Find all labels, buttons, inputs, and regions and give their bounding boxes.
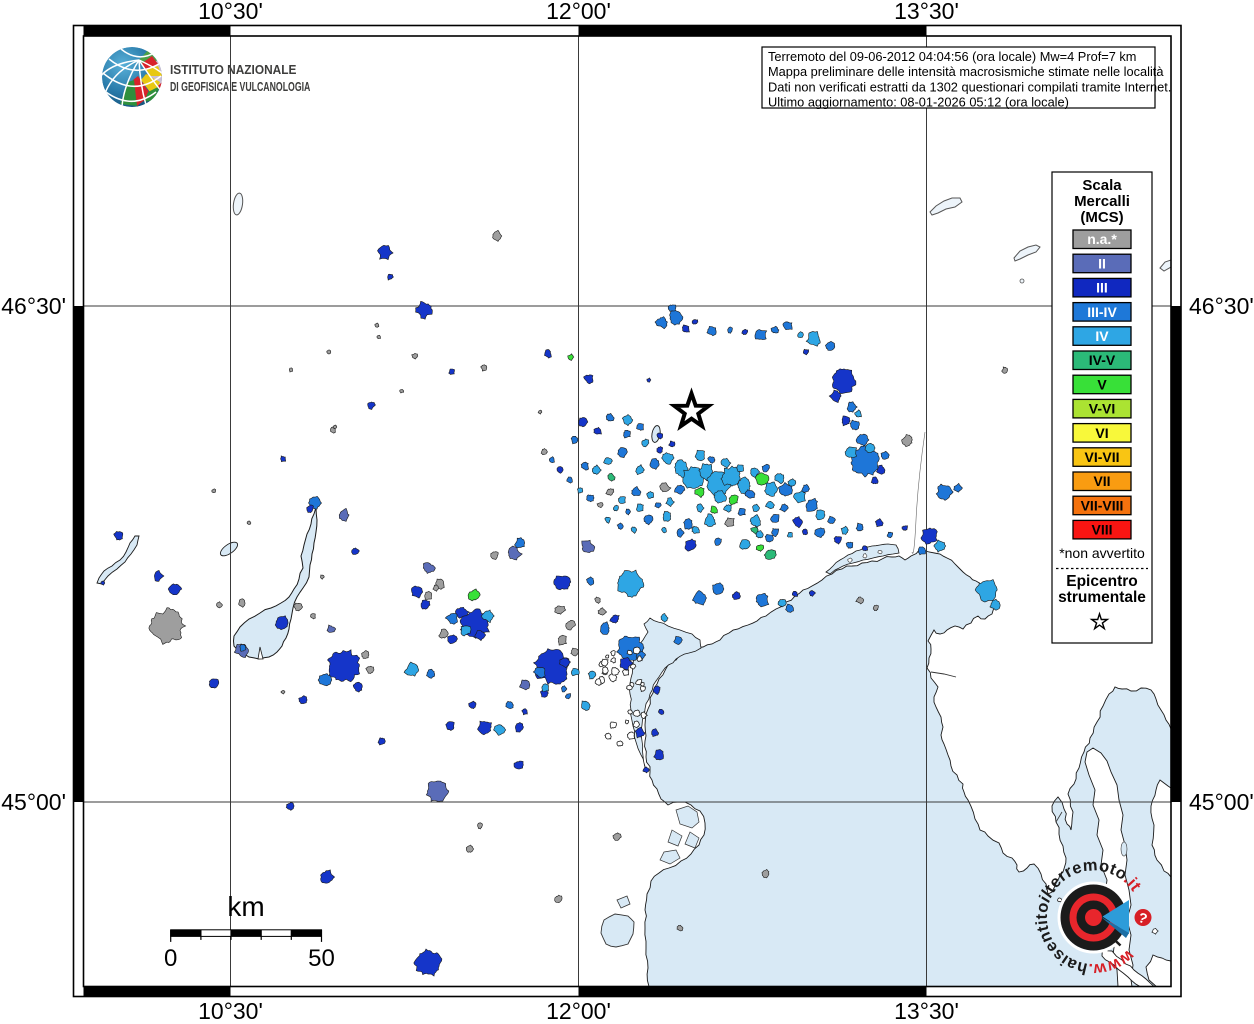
svg-text:50: 50 (308, 945, 335, 972)
svg-text:IV: IV (1095, 328, 1109, 344)
svg-text:Terremoto del 09-06-2012 04:04: Terremoto del 09-06-2012 04:04:56 (ora l… (768, 49, 1136, 64)
svg-text:10°30': 10°30' (198, 998, 263, 1024)
svg-text:(MCS): (MCS) (1080, 209, 1123, 226)
svg-text:Mappa preliminare delle intens: Mappa preliminare delle intensità macros… (768, 64, 1164, 79)
svg-text:V: V (1097, 376, 1107, 392)
svg-text:ISTITUTO NAZIONALE: ISTITUTO NAZIONALE (170, 63, 296, 77)
svg-text:n.a.*: n.a.* (1087, 231, 1117, 247)
svg-text:Ultimo aggiornamento: 08-01-20: Ultimo aggiornamento: 08-01-2026 05:12 (… (768, 95, 1069, 110)
svg-text:Mercalli: Mercalli (1074, 193, 1130, 210)
svg-text:VII: VII (1093, 473, 1110, 489)
svg-text:13°30': 13°30' (894, 0, 959, 24)
svg-text:km: km (227, 891, 264, 922)
svg-text:II: II (1098, 255, 1106, 271)
svg-text:12°00': 12°00' (546, 998, 611, 1024)
svg-text:VI-VII: VI-VII (1084, 449, 1119, 465)
svg-text:VIII: VIII (1091, 522, 1112, 538)
svg-text:*non avvertito: *non avvertito (1059, 545, 1145, 561)
svg-text:strumentale: strumentale (1058, 589, 1146, 606)
svg-text:45°00': 45°00' (1, 789, 66, 815)
svg-text:V-VI: V-VI (1089, 401, 1115, 417)
svg-text:Epicentro: Epicentro (1066, 573, 1137, 590)
svg-text:III: III (1096, 280, 1108, 296)
svg-text:45°00': 45°00' (1189, 789, 1254, 815)
svg-text:12°00': 12°00' (546, 0, 611, 24)
svg-text:VI: VI (1095, 425, 1108, 441)
svg-text:IV-V: IV-V (1089, 352, 1116, 368)
svg-text:46°30': 46°30' (1, 293, 66, 319)
svg-text:Dati non verificati estratti d: Dati non verificati estratti da 1302 que… (768, 79, 1171, 94)
svg-text:Scala: Scala (1082, 177, 1122, 194)
svg-text:VII-VIII: VII-VIII (1081, 497, 1124, 513)
svg-text:III-IV: III-IV (1087, 304, 1117, 320)
svg-text:46°30': 46°30' (1189, 293, 1254, 319)
svg-text:13°30': 13°30' (894, 998, 959, 1024)
svg-text:10°30': 10°30' (198, 0, 263, 24)
svg-text:0: 0 (164, 945, 177, 972)
svg-text:DI GEOFISICA E VULCANOLOGIA: DI GEOFISICA E VULCANOLOGIA (170, 81, 311, 95)
